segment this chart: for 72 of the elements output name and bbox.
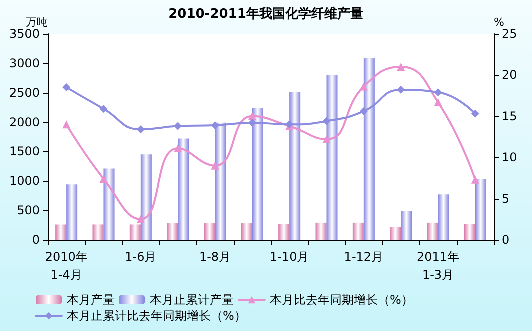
point bbox=[471, 176, 480, 184]
bar bbox=[364, 58, 375, 240]
x-tick-label: 1-8月 bbox=[199, 250, 232, 264]
y2-tick-label: 10 bbox=[502, 150, 518, 165]
point bbox=[211, 162, 220, 170]
legend-label: 本月比去年同期增长（%） bbox=[270, 293, 414, 307]
bar bbox=[215, 122, 226, 240]
y-tick-label: 1500 bbox=[9, 144, 40, 159]
point bbox=[136, 215, 145, 224]
bar bbox=[390, 227, 402, 240]
y-tick-label: 2500 bbox=[9, 86, 40, 100]
y2-tick-label: 5 bbox=[502, 192, 510, 206]
bar bbox=[104, 168, 115, 240]
bar bbox=[326, 75, 338, 240]
bar bbox=[252, 108, 264, 240]
point bbox=[248, 112, 256, 120]
x-tick-label: 2010年 1-4月 bbox=[45, 250, 88, 282]
point bbox=[248, 118, 256, 127]
bar bbox=[427, 222, 438, 240]
y-axis-title: 万吨 bbox=[26, 16, 48, 30]
point bbox=[100, 175, 108, 184]
bar bbox=[352, 222, 364, 240]
bar bbox=[316, 222, 327, 240]
y-tick-label: 3000 bbox=[9, 56, 40, 70]
point bbox=[322, 135, 331, 144]
y2-tick-label: 15 bbox=[502, 109, 518, 124]
bar bbox=[92, 224, 104, 240]
bar bbox=[130, 224, 141, 240]
y-tick-label: 3500 bbox=[9, 27, 40, 41]
bar bbox=[241, 224, 252, 240]
y-tick-label: 1000 bbox=[9, 174, 40, 188]
legend-label: 本月止累计产量 bbox=[150, 293, 234, 307]
bar bbox=[401, 211, 412, 240]
x-tick-label: 1-12月 bbox=[344, 250, 384, 264]
bar bbox=[140, 154, 152, 240]
bar bbox=[438, 194, 450, 240]
y-tick-label: 0 bbox=[32, 233, 40, 247]
point bbox=[211, 121, 220, 130]
bar bbox=[167, 224, 178, 240]
y2-axis-title: % bbox=[494, 16, 504, 30]
x-tick-label: 2011年 1-3月 bbox=[416, 250, 460, 282]
point bbox=[174, 144, 182, 153]
y2-tick-label: 0 bbox=[502, 233, 510, 247]
bar bbox=[278, 224, 290, 240]
point bbox=[62, 120, 71, 129]
bar bbox=[464, 224, 476, 240]
legend-label: 本月止累计比去年同期增长（%） bbox=[67, 309, 246, 323]
point bbox=[434, 88, 442, 97]
point bbox=[100, 104, 108, 113]
bar bbox=[290, 92, 301, 240]
x-tick-label: 1-6月 bbox=[125, 250, 157, 264]
point bbox=[322, 117, 331, 126]
x-tick-label: 1-10月 bbox=[270, 250, 310, 264]
y2-tick-label: 25 bbox=[502, 27, 518, 41]
point bbox=[174, 122, 182, 130]
bar bbox=[178, 138, 190, 240]
y-tick-label: 500 bbox=[17, 204, 40, 218]
chart-title: 2010-2011年我国化学纤维产量 bbox=[168, 6, 364, 22]
point bbox=[397, 62, 406, 71]
point bbox=[360, 82, 368, 91]
bar bbox=[204, 224, 216, 240]
bar bbox=[475, 179, 486, 240]
point bbox=[434, 98, 442, 106]
point bbox=[62, 84, 71, 92]
point bbox=[360, 107, 368, 116]
y-tick-label: 2000 bbox=[9, 115, 40, 130]
bar bbox=[56, 224, 67, 240]
legend-label: 本月产量 bbox=[67, 293, 115, 307]
point bbox=[471, 110, 480, 118]
point bbox=[136, 126, 145, 134]
bar bbox=[66, 184, 78, 240]
y2-tick-label: 20 bbox=[502, 68, 518, 82]
